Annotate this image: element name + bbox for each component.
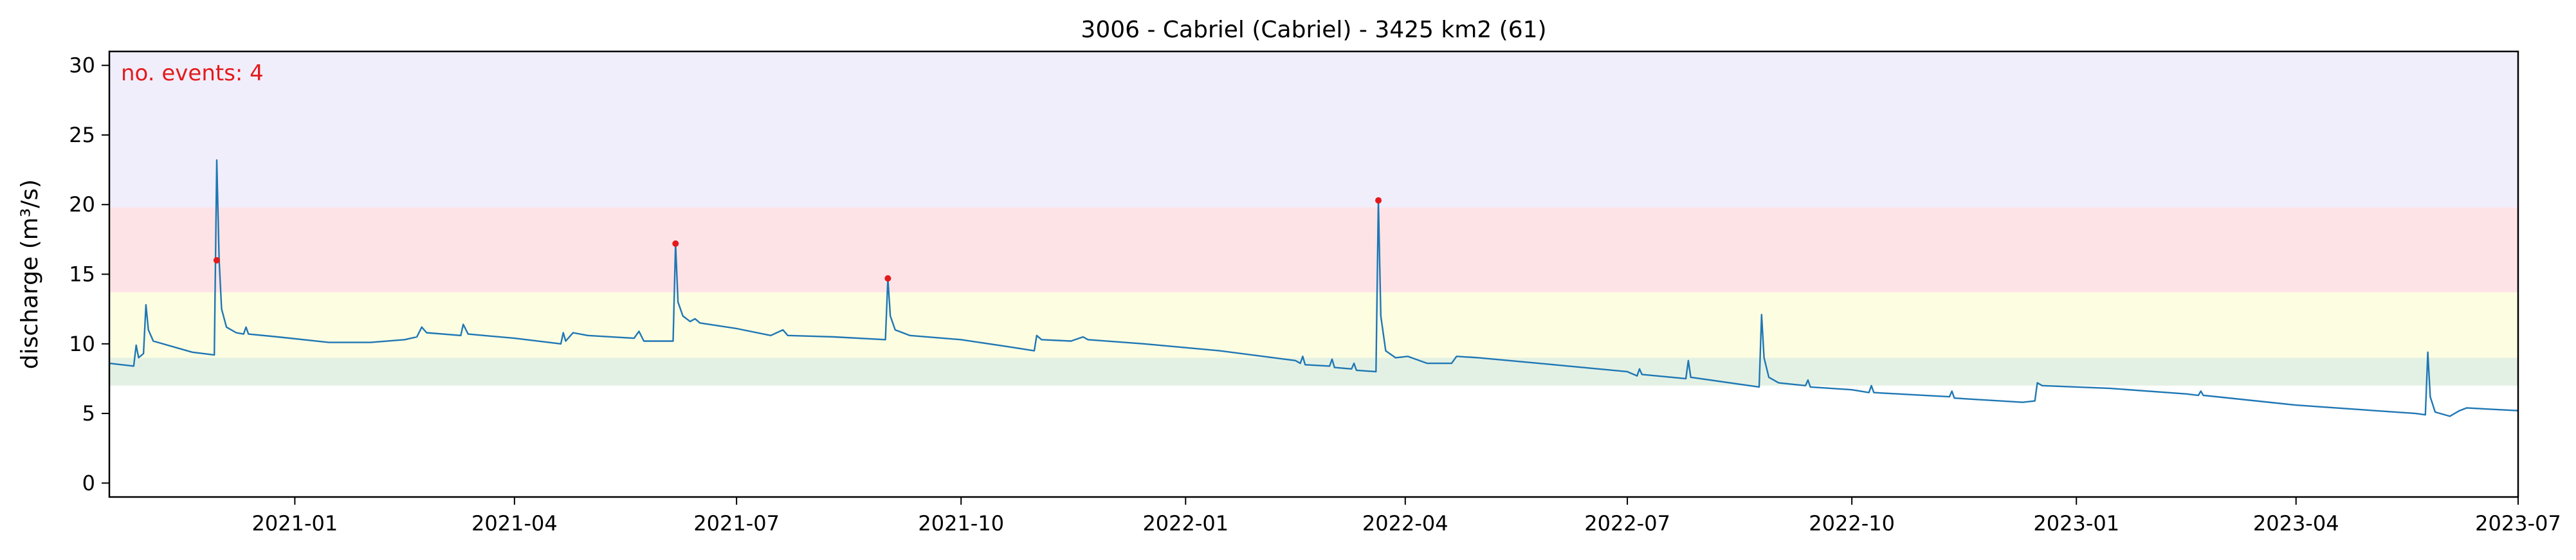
y-tick-label: 20 <box>69 192 95 217</box>
x-tick-label: 2021-07 <box>693 511 780 536</box>
x-tick-label: 2023-01 <box>2033 511 2119 536</box>
threshold-bands <box>109 51 2518 386</box>
x-axis-ticks: 2021-01 2021-04 2021-07 2021-10 2022-01 2022-… <box>252 497 2561 536</box>
y-tick-label: 25 <box>69 123 95 147</box>
events-count-annotation: no. events: 4 <box>121 60 264 86</box>
y-tick-label: 15 <box>69 262 95 287</box>
x-tick-label: 2022-01 <box>1142 511 1229 536</box>
event-marker-2 <box>672 240 679 247</box>
x-tick-label: 2022-04 <box>1362 511 1448 536</box>
x-tick-label: 2022-10 <box>1809 511 1895 536</box>
event-marker-1 <box>213 257 220 264</box>
x-tick-label: 2023-04 <box>2253 511 2339 536</box>
y-tick-label: 30 <box>69 53 95 78</box>
y-axis-label: discharge (m³/s) <box>17 179 43 369</box>
threshold-band-yellow <box>109 292 2518 358</box>
discharge-series-line <box>109 159 2519 417</box>
event-markers <box>213 197 1382 282</box>
threshold-band-purple <box>109 51 2518 208</box>
y-tick-label: 10 <box>69 332 95 356</box>
threshold-band-red <box>109 207 2518 293</box>
y-axis-ticks: 0 5 10 15 20 25 30 <box>69 53 109 495</box>
x-tick-label: 2021-10 <box>918 511 1004 536</box>
series-layer <box>109 159 2519 417</box>
x-tick-label: 2022-07 <box>1584 511 1670 536</box>
y-tick-label: 0 <box>82 471 95 495</box>
x-tick-label: 2021-01 <box>252 511 338 536</box>
event-marker-4 <box>1375 197 1382 204</box>
x-tick-label: 2023-07 <box>2475 511 2561 536</box>
threshold-band-green <box>109 357 2518 386</box>
event-marker-3 <box>884 275 891 282</box>
chart-title: 3006 - Cabriel (Cabriel) - 3425 km2 (61) <box>1081 17 1546 43</box>
x-tick-label: 2021-04 <box>471 511 558 536</box>
y-tick-label: 5 <box>82 401 95 426</box>
